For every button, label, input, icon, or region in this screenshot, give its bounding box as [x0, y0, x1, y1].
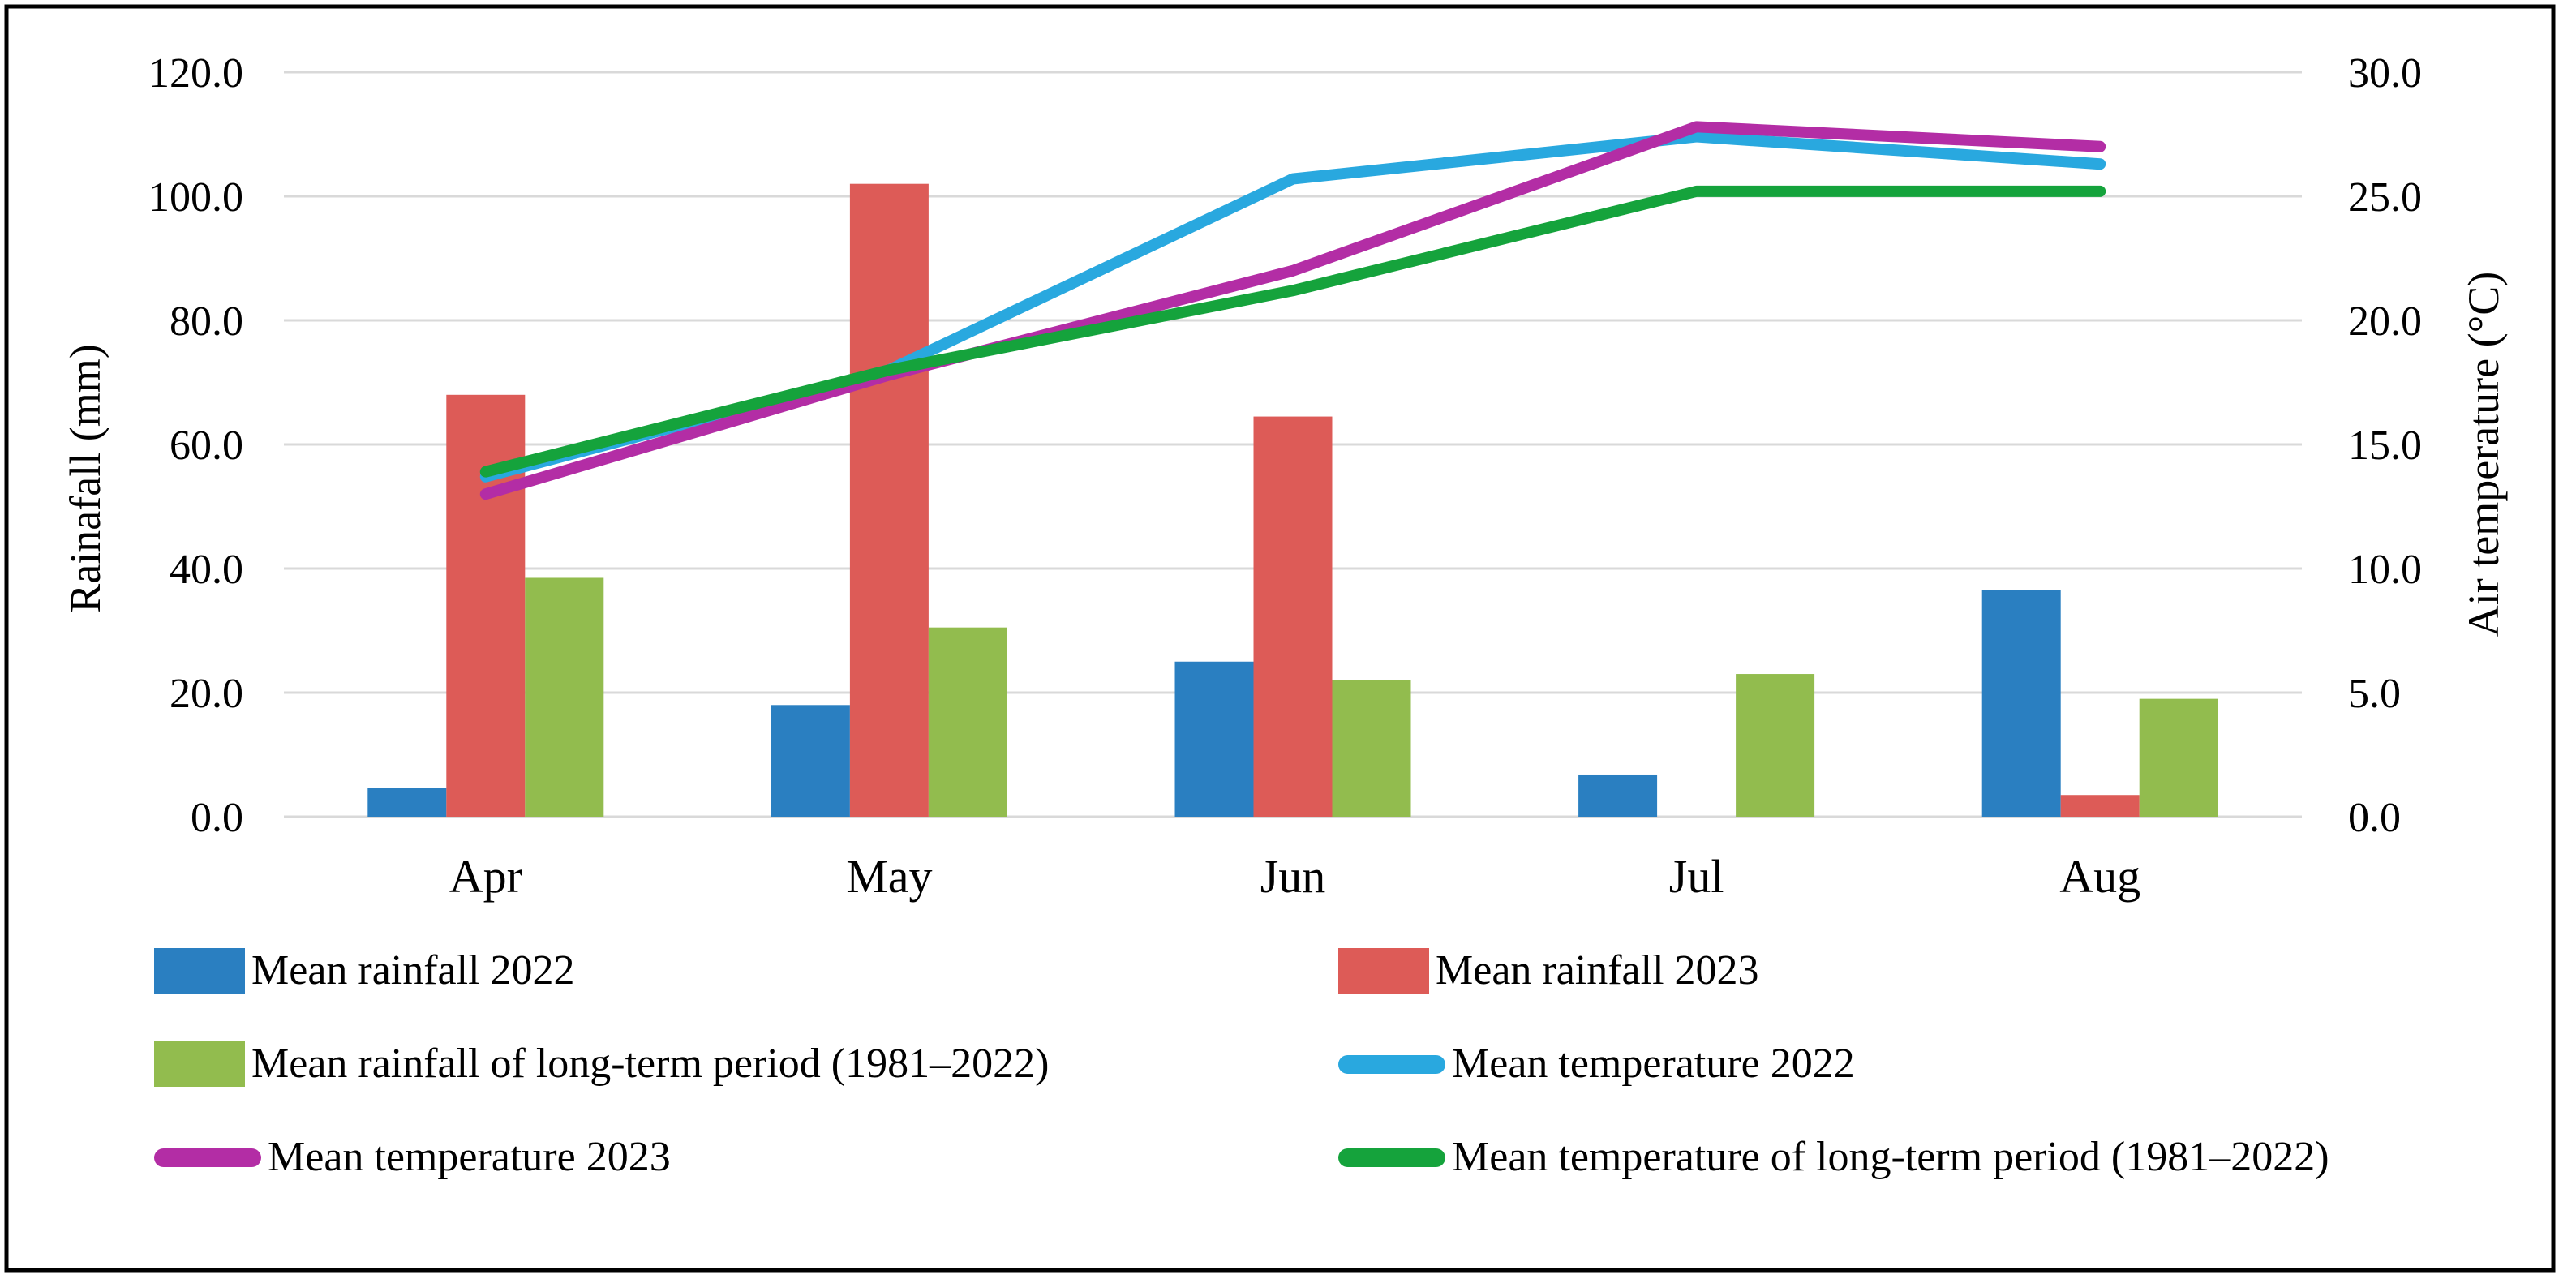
bar-mean-rainfall-2022-apr	[367, 788, 447, 817]
line-mean-temperature-of-long-term-period-19812022	[479, 185, 2106, 478]
month-label-jun: Jun	[1260, 850, 1326, 903]
right-axis-tick: 5.0	[2348, 671, 2401, 717]
bar-mean-rainfall-of-long-term-period-19812022-aug	[2139, 698, 2218, 817]
legend-label-mean-temperature-of-long-term-period-19812022: Mean temperature of long-term period (19…	[1452, 1134, 2329, 1180]
right-axis-title: Air temperature (°C)	[2459, 271, 2508, 637]
legend-item-mean-temperature-of-long-term-period-19812022: Mean temperature of long-term period (19…	[1338, 1136, 2329, 1178]
right-axis-tick: 15.0	[2348, 423, 2422, 469]
legend-swatch-mean-rainfall-2023	[1338, 948, 1429, 994]
left-axis-tick: 60.0	[170, 423, 243, 469]
legend-item-mean-temperature-2023: Mean temperature 2023	[154, 1136, 671, 1178]
bar-mean-rainfall-of-long-term-period-19812022-jul	[1736, 674, 1815, 817]
bar-mean-rainfall-2022-jul	[1578, 774, 1658, 817]
legend-swatch-mean-rainfall-of-long-term-period-19812022	[154, 1041, 245, 1087]
right-axis-tick: 30.0	[2348, 50, 2422, 97]
left-axis-tick: 120.0	[148, 50, 243, 97]
line-mean-temperature-2023	[479, 121, 2106, 500]
right-axis-tick: 20.0	[2348, 298, 2422, 345]
left-axis-tick: 20.0	[170, 671, 243, 717]
bar-mean-rainfall-of-long-term-period-19812022-apr	[525, 577, 604, 817]
legend-label-mean-rainfall-2023: Mean rainfall 2023	[1436, 947, 1759, 994]
bar-mean-rainfall-2023-may	[849, 183, 929, 817]
legend-swatch-mean-rainfall-2022	[154, 948, 245, 994]
right-axis-tick: 25.0	[2348, 174, 2422, 221]
bar-mean-rainfall-of-long-term-period-19812022-may	[928, 627, 1007, 817]
legend-swatch-mean-temperature-of-long-term-period-19812022	[1338, 1148, 1445, 1167]
bar-mean-rainfall-2023-jun	[1253, 416, 1333, 817]
right-axis-tick: 10.0	[2348, 547, 2422, 593]
legend-item-mean-temperature-2022: Mean temperature 2022	[1338, 1043, 1855, 1085]
left-axis-tick: 100.0	[148, 174, 243, 221]
left-axis-tick: 40.0	[170, 547, 243, 593]
legend-label-mean-temperature-2023: Mean temperature 2023	[268, 1134, 671, 1180]
bar-mean-rainfall-2022-jun	[1174, 661, 1254, 817]
legend-swatch-mean-temperature-2022	[1338, 1054, 1445, 1074]
left-axis-tick: 0.0	[191, 795, 243, 841]
legend-label-mean-rainfall-2022: Mean rainfall 2022	[251, 947, 575, 994]
bar-mean-rainfall-2022-aug	[1981, 590, 2061, 817]
bar-mean-rainfall-2022-may	[771, 705, 850, 817]
legend-swatch-mean-temperature-2023	[154, 1148, 261, 1167]
bar-mean-rainfall-2023-apr	[446, 394, 526, 817]
legend-item-mean-rainfall-of-long-term-period-19812022: Mean rainfall of long-term period (1981–…	[154, 1041, 1049, 1087]
right-axis-tick: 0.0	[2348, 795, 2401, 841]
figure-border	[4, 4, 2556, 1273]
month-label-aug: Aug	[2059, 850, 2140, 903]
legend-item-mean-rainfall-2023: Mean rainfall 2023	[1338, 948, 1759, 994]
month-label-may: May	[846, 850, 932, 903]
legend-label-mean-temperature-2022: Mean temperature 2022	[1452, 1041, 1855, 1087]
month-label-apr: Apr	[449, 850, 522, 903]
bar-mean-rainfall-of-long-term-period-19812022-jun	[1332, 680, 1411, 817]
left-axis-tick: 80.0	[170, 298, 243, 345]
legend-item-mean-rainfall-2022: Mean rainfall 2022	[154, 948, 575, 994]
month-label-jul: Jul	[1669, 850, 1724, 903]
legend-label-mean-rainfall-of-long-term-period-19812022: Mean rainfall of long-term period (1981–…	[251, 1041, 1050, 1087]
bar-mean-rainfall-2023-aug	[2060, 795, 2140, 817]
left-axis-title: Rainafall (mm)	[61, 344, 109, 613]
